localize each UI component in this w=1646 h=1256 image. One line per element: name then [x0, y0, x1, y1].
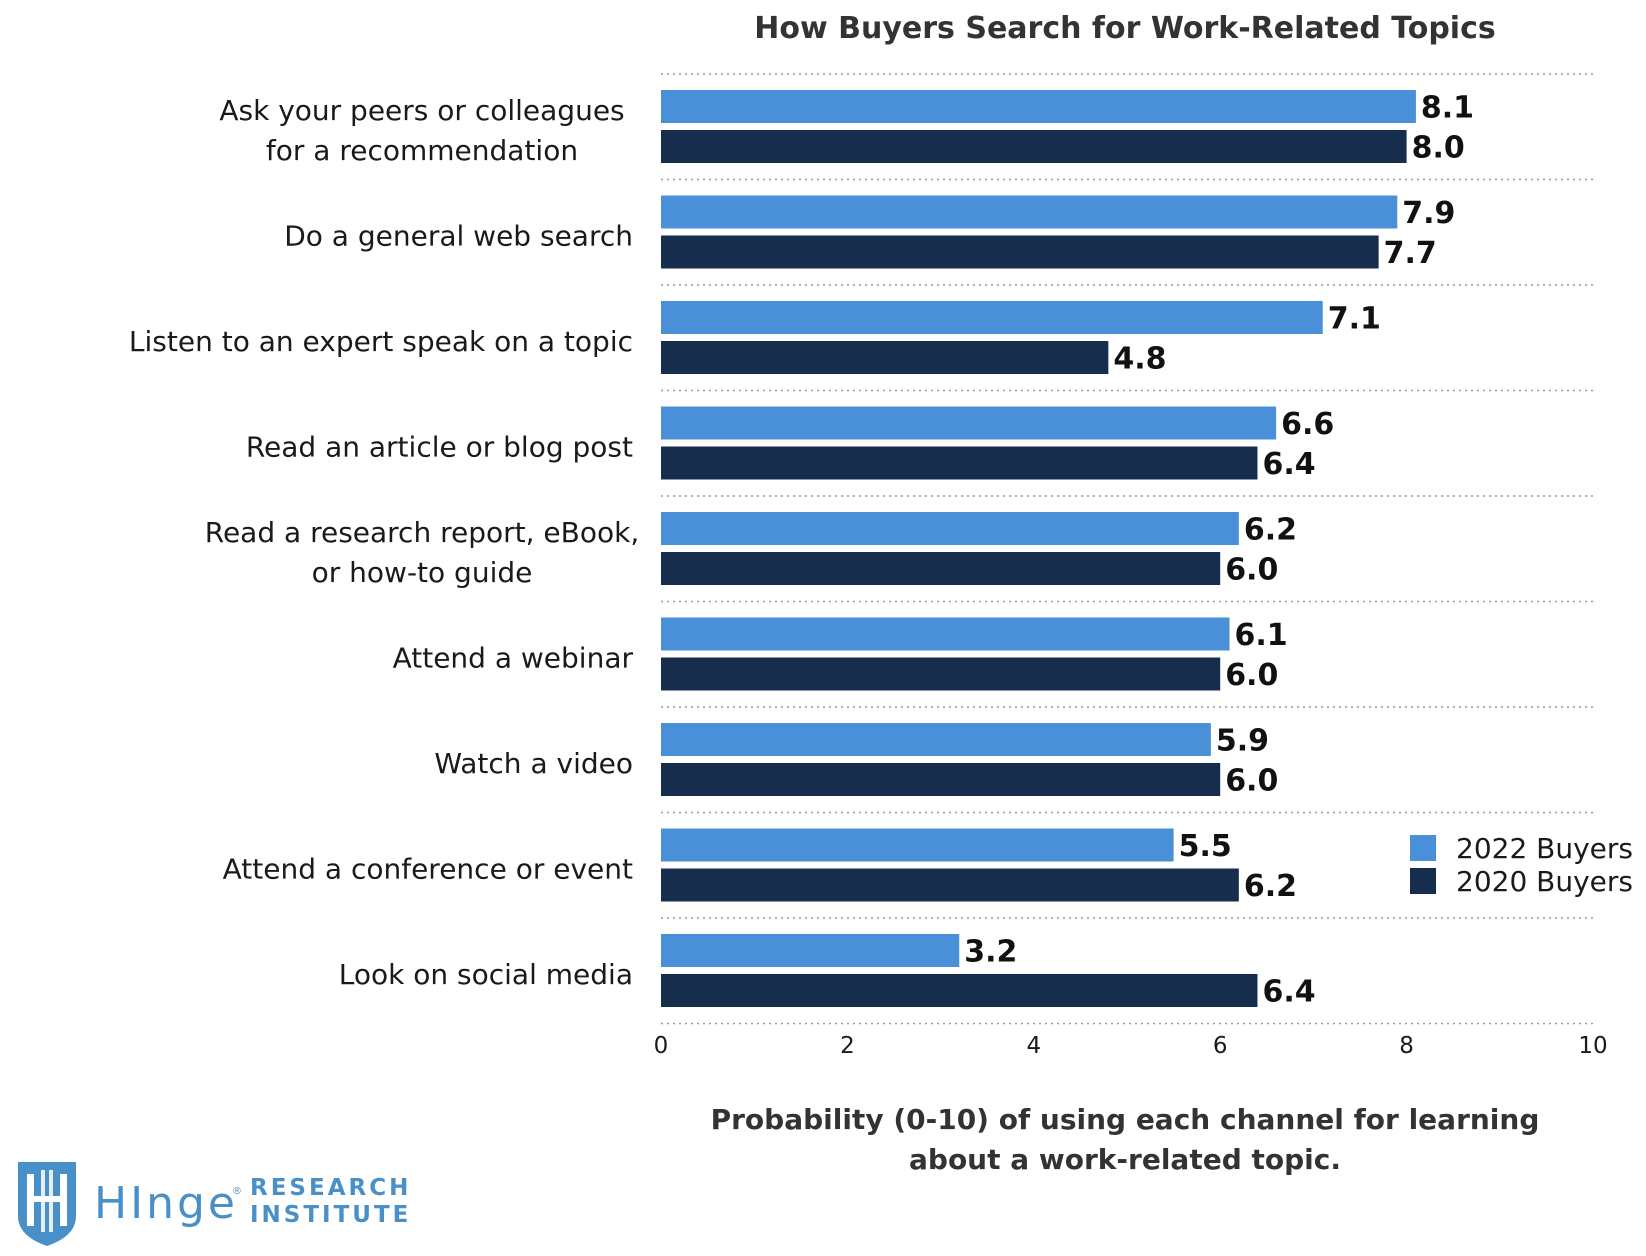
value-label: 6.4 — [1262, 975, 1315, 1010]
hinge-research-institute-logo: HInge ® RESEARCH INSTITUTE — [18, 1162, 411, 1246]
x-tick-label: 10 — [1578, 1033, 1607, 1059]
value-label: 6.0 — [1225, 764, 1278, 799]
x-tick-label: 0 — [654, 1033, 669, 1059]
bar-2020 — [661, 657, 1221, 691]
value-label: 6.1 — [1235, 618, 1288, 653]
category-label: or how-to guide — [312, 556, 533, 589]
legend-swatch-2022 — [1410, 835, 1436, 861]
x-tick-label: 4 — [1026, 1033, 1041, 1059]
value-label: 6.2 — [1244, 513, 1297, 548]
category-label: Watch a video — [434, 747, 633, 780]
value-label: 6.0 — [1225, 553, 1278, 588]
bar-2020 — [661, 763, 1221, 796]
value-label: 5.5 — [1179, 829, 1232, 864]
category-label: Listen to an expert speak on a topic — [129, 325, 633, 358]
bar-2020 — [661, 235, 1379, 269]
value-label: 4.8 — [1113, 342, 1166, 377]
category-label: Read an article or blog post — [246, 431, 633, 464]
bar-2022 — [661, 934, 960, 967]
shield-logo-icon — [18, 1162, 76, 1246]
bar-2020 — [661, 446, 1258, 480]
category-label: Look on social media — [339, 958, 633, 991]
value-label: 5.9 — [1216, 724, 1269, 759]
value-label: 6.6 — [1281, 407, 1334, 442]
bars: 8.1 8.0 7.9 7.77.1 4.8 6.6 6.4 6.2 6.0 6.1 6.0 5.9 6… — [661, 90, 1474, 1010]
bar-2022 — [661, 512, 1239, 545]
value-label: 7.9 — [1402, 196, 1455, 231]
value-label: 3.2 — [964, 935, 1017, 970]
bar-2022 — [661, 723, 1211, 756]
x-tick-label: 2 — [840, 1033, 855, 1059]
category-label: Ask your peers or colleagues — [219, 94, 624, 127]
logo-research-text: RESEARCH — [250, 1175, 411, 1201]
bar-2020 — [661, 341, 1109, 374]
category-label: Do a general web search — [284, 220, 633, 253]
bar-2020 — [661, 130, 1407, 163]
legend-label-2020: 2020 Buyers — [1456, 865, 1633, 898]
bar-2022 — [661, 406, 1277, 440]
bar-2022 — [661, 90, 1416, 123]
bar-2020 — [661, 974, 1258, 1007]
bar-2022 — [661, 617, 1230, 651]
bar-2020 — [661, 868, 1239, 902]
value-label: 8.1 — [1421, 91, 1474, 126]
category-label: for a recommendation — [266, 134, 578, 167]
legend: 2022 Buyers 2020 Buyers — [1410, 832, 1633, 898]
category-label: Attend a webinar — [393, 642, 634, 675]
x-axis-label-line-1: Probability (0-10) of using each channel… — [711, 1103, 1540, 1136]
x-axis-label-line-2: about a work-related topic. — [909, 1143, 1341, 1176]
legend-swatch-2020 — [1410, 868, 1436, 894]
logo-brand-text: HInge — [94, 1178, 238, 1229]
bar-2022 — [661, 301, 1323, 334]
value-label: 6.0 — [1225, 658, 1278, 693]
category-labels: Ask your peers or colleagues for a recomm… — [129, 94, 639, 991]
chart-title: How Buyers Search for Work-Related Topic… — [754, 11, 1495, 46]
value-label: 6.2 — [1244, 869, 1297, 904]
value-label: 8.0 — [1412, 131, 1465, 166]
category-label: Attend a conference or event — [223, 853, 633, 886]
legend-label-2022: 2022 Buyers — [1456, 832, 1633, 865]
value-label: 6.4 — [1262, 447, 1315, 482]
x-axis-ticks: 0 2 4 6 8 10 — [654, 1033, 1608, 1059]
x-tick-label: 6 — [1213, 1033, 1228, 1059]
value-label: 7.1 — [1328, 302, 1381, 337]
value-label: 7.7 — [1384, 236, 1437, 271]
x-tick-label: 8 — [1399, 1033, 1414, 1059]
category-label: Read a research report, eBook, — [205, 516, 639, 549]
bar-2020 — [661, 552, 1221, 585]
bar-2022 — [661, 195, 1398, 229]
logo-institute-text: INSTITUTE — [250, 1202, 411, 1228]
logo-registered-mark: ® — [232, 1186, 242, 1197]
bar-2022 — [661, 828, 1174, 862]
